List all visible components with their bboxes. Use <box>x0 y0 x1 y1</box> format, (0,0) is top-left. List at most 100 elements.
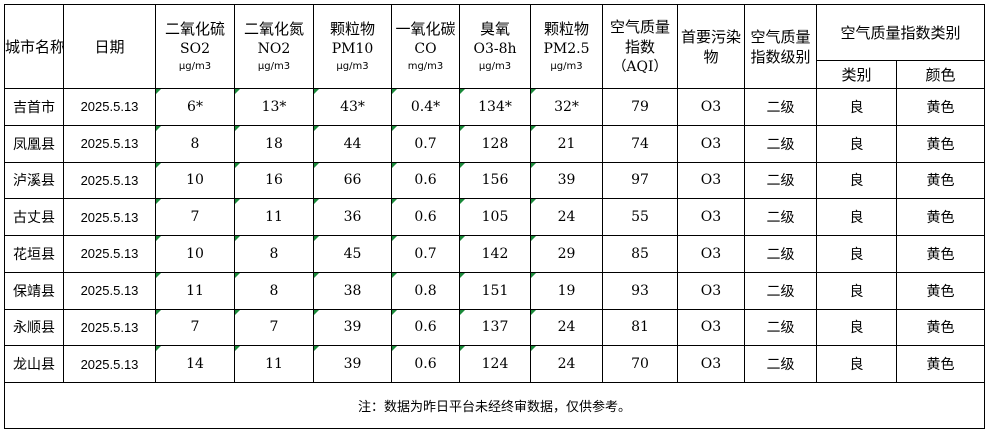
cell-city: 花垣县 <box>4 235 64 273</box>
header-no2-name: 二氧化氮 <box>243 19 304 38</box>
header-co-unit: mg/m3 <box>407 60 444 72</box>
cell-color: 黄色 <box>895 124 986 163</box>
cell-so2: 7 <box>155 198 235 236</box>
cell-pm10: 38 <box>313 271 392 310</box>
header-pm10-unit: μg/m3 <box>336 60 369 72</box>
cell-no2: 7 <box>234 308 314 347</box>
cell-primary: O3 <box>677 271 745 310</box>
cell-primary: O3 <box>677 124 745 163</box>
header-primary-line1: 首要污染 <box>680 27 741 46</box>
header-row-2: 类别 颜色 <box>5 60 986 89</box>
cell-co: 0.6 <box>391 308 460 347</box>
cell-so2: 7 <box>155 308 235 347</box>
header-so2: 二氧化硫 SO2 μg/m3 <box>155 4 235 89</box>
header-no2-unit: μg/m3 <box>257 60 291 72</box>
cell-aqi: 74 <box>602 124 678 163</box>
header-pm25-unit: μg/m3 <box>550 60 583 72</box>
table-row: 泸溪县 2025.5.13 10 16 66 0.6 156 39 97 O3 二级良黄色 <box>4 161 986 200</box>
cell-primary: O3 <box>677 308 745 347</box>
cell-date: 2025.5.13 <box>63 161 156 200</box>
cell-pm10: 45 <box>313 235 392 273</box>
cell-co: 0.6 <box>391 198 460 236</box>
cell-pm10: 44 <box>313 124 392 163</box>
header-color: 颜色 <box>895 60 986 89</box>
cell-so2: 6* <box>155 88 235 126</box>
table-row: 凤凰县 2025.5.13 8 18 44 0.7 128 21 74 O3 二级良黄色 <box>4 124 986 163</box>
cell-aqi: 81 <box>602 308 678 347</box>
cell-category: 良 <box>816 345 897 383</box>
table-row: 吉首市 2025.5.13 6* 13* 43* 0.4* 134* 32* 79 O3 二级良黄色 <box>4 88 986 126</box>
cell-no2: 16 <box>234 161 314 200</box>
cell-so2: 10 <box>155 161 235 200</box>
header-primary-pollutant: 首要污染 物 <box>677 4 745 89</box>
cell-so2: 14 <box>155 345 235 383</box>
table-row: 龙山县 2025.5.13 14 11 39 0.6 124 24 70 O3 二级良黄色 <box>4 345 986 383</box>
cell-category: 良 <box>816 124 897 163</box>
cell-pm25: 19 <box>530 271 603 310</box>
cell-city: 古丈县 <box>4 198 64 236</box>
header-co-name: 一氧化碳 <box>395 19 456 38</box>
air-quality-table: 城市名称 日期 二氧化硫 SO2 μg/m3 二氧化氮 NO2 μg/m3 颗粒… <box>3 4 986 429</box>
cell-color: 黄色 <box>895 198 986 236</box>
note-row: 注：数据为昨日平台未经终审数据，仅供参考。 <box>3 382 986 429</box>
cell-color: 黄色 <box>895 88 986 126</box>
cell-level: 二级 <box>744 161 817 200</box>
header-category: 类别 <box>816 60 897 89</box>
header-aqi-level: 空气质量 指数级别 <box>744 4 817 89</box>
cell-no2: 18 <box>234 124 314 163</box>
header-primary-line2: 物 <box>703 47 719 66</box>
header-category-group: 空气质量指数类别 <box>815 4 986 61</box>
cell-o3: 128 <box>459 124 531 163</box>
cell-o3: 134* <box>459 88 531 126</box>
header-pm10-code: PM10 <box>331 40 374 57</box>
cell-primary: O3 <box>677 161 745 200</box>
cell-no2: 11 <box>234 345 314 383</box>
cell-o3: 151 <box>459 271 531 310</box>
table-row: 古丈县 2025.5.13 7 11 36 0.6 105 24 55 O3 二级良黄色 <box>4 198 986 236</box>
cell-o3: 105 <box>459 198 531 236</box>
cell-city: 龙山县 <box>4 345 64 383</box>
cell-category: 良 <box>816 308 897 347</box>
cell-pm25: 24 <box>530 345 603 383</box>
cell-city: 泸溪县 <box>4 161 64 200</box>
cell-primary: O3 <box>677 198 745 236</box>
cell-pm25: 24 <box>530 308 603 347</box>
cell-level: 二级 <box>744 271 817 310</box>
header-aqi-line2: 指数 <box>624 37 655 56</box>
cell-aqi: 93 <box>602 271 678 310</box>
cell-category: 良 <box>816 235 897 273</box>
header-pm25-code: PM2.5 <box>543 40 590 57</box>
cell-no2: 13* <box>234 88 314 126</box>
header-no2: 二氧化氮 NO2 μg/m3 <box>234 4 314 89</box>
cell-category: 良 <box>816 271 897 310</box>
cell-pm25: 32* <box>530 88 603 126</box>
cell-date: 2025.5.13 <box>63 88 156 126</box>
header-pm10-name: 颗粒物 <box>329 19 375 38</box>
cell-date: 2025.5.13 <box>63 235 156 273</box>
header-so2-name: 二氧化硫 <box>164 19 225 38</box>
cell-level: 二级 <box>744 124 817 163</box>
header-so2-unit: μg/m3 <box>178 60 212 72</box>
cell-so2: 8 <box>155 124 235 163</box>
table-row: 永顺县 2025.5.13 7 7 39 0.6 137 24 81 O3 二级良黄色 <box>4 308 986 347</box>
header-date: 日期 <box>63 4 156 89</box>
cell-date: 2025.5.13 <box>63 271 156 310</box>
table-body: 吉首市 2025.5.13 6* 13* 43* 0.4* 134* 32* 79 O3 二级良黄色… <box>4 88 986 383</box>
cell-co: 0.7 <box>391 235 460 273</box>
cell-date: 2025.5.13 <box>63 198 156 236</box>
cell-o3: 156 <box>459 161 531 200</box>
header-o3-unit: μg/m3 <box>478 60 512 72</box>
header-level-line2: 指数级别 <box>750 47 811 66</box>
cell-so2: 10 <box>155 235 235 273</box>
cell-o3: 124 <box>459 345 531 383</box>
header-co: 一氧化碳 CO mg/m3 <box>391 4 460 89</box>
cell-so2: 11 <box>155 271 235 310</box>
cell-city: 永顺县 <box>4 308 64 347</box>
cell-co: 0.8 <box>391 271 460 310</box>
cell-level: 二级 <box>744 308 817 347</box>
cell-pm10: 39 <box>313 308 392 347</box>
cell-category: 良 <box>816 88 897 126</box>
cell-o3: 137 <box>459 308 531 347</box>
cell-co: 0.6 <box>391 161 460 200</box>
header-co-code: CO <box>414 40 437 57</box>
